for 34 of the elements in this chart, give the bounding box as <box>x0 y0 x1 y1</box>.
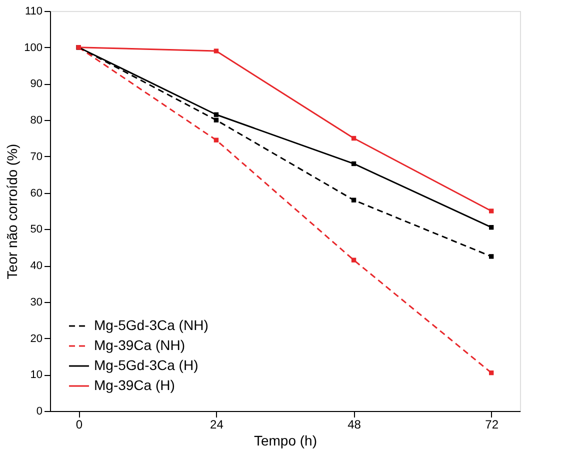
point <box>488 370 494 376</box>
y-tick-label: 80 <box>30 114 42 127</box>
y-axis-title: Teor não corroído (%) <box>4 144 20 280</box>
x-tick-label: 24 <box>210 418 224 432</box>
y-tick-label: 20 <box>30 332 42 345</box>
point <box>214 138 219 142</box>
point <box>351 136 356 141</box>
y-tick-label: 110 <box>24 6 42 18</box>
point <box>488 225 494 230</box>
point <box>351 258 356 262</box>
x-tick-label: 72 <box>485 418 499 432</box>
y-tick-label: 0 <box>36 406 42 418</box>
y-tick-label: 10 <box>30 369 42 382</box>
legend-label: Mg-39Ca (H) <box>94 377 175 393</box>
point <box>214 118 219 122</box>
point <box>351 198 356 202</box>
y-tick-label: 50 <box>30 224 42 236</box>
y-tick-label: 70 <box>30 150 42 163</box>
y-tick-label: 30 <box>30 296 42 308</box>
legend-label: Mg-5Gd-3Ca (NH) <box>94 317 208 333</box>
y-tick-label: 90 <box>30 78 42 90</box>
legend-label: Mg-5Gd-3Ca (H) <box>94 357 198 373</box>
legend-label: Mg-39Ca (NH) <box>94 337 186 353</box>
y-tick-label: 60 <box>30 187 42 200</box>
y-tick-label: 40 <box>30 260 42 272</box>
point <box>214 112 219 117</box>
point <box>351 161 356 166</box>
x-tick-label: 0 <box>76 418 83 432</box>
x-axis-title: Tempo (h) <box>254 432 318 448</box>
y-tick-label: 100 <box>24 42 42 54</box>
point <box>488 208 494 214</box>
point <box>488 254 494 259</box>
x-tick-label: 48 <box>348 418 362 432</box>
point <box>214 48 219 54</box>
